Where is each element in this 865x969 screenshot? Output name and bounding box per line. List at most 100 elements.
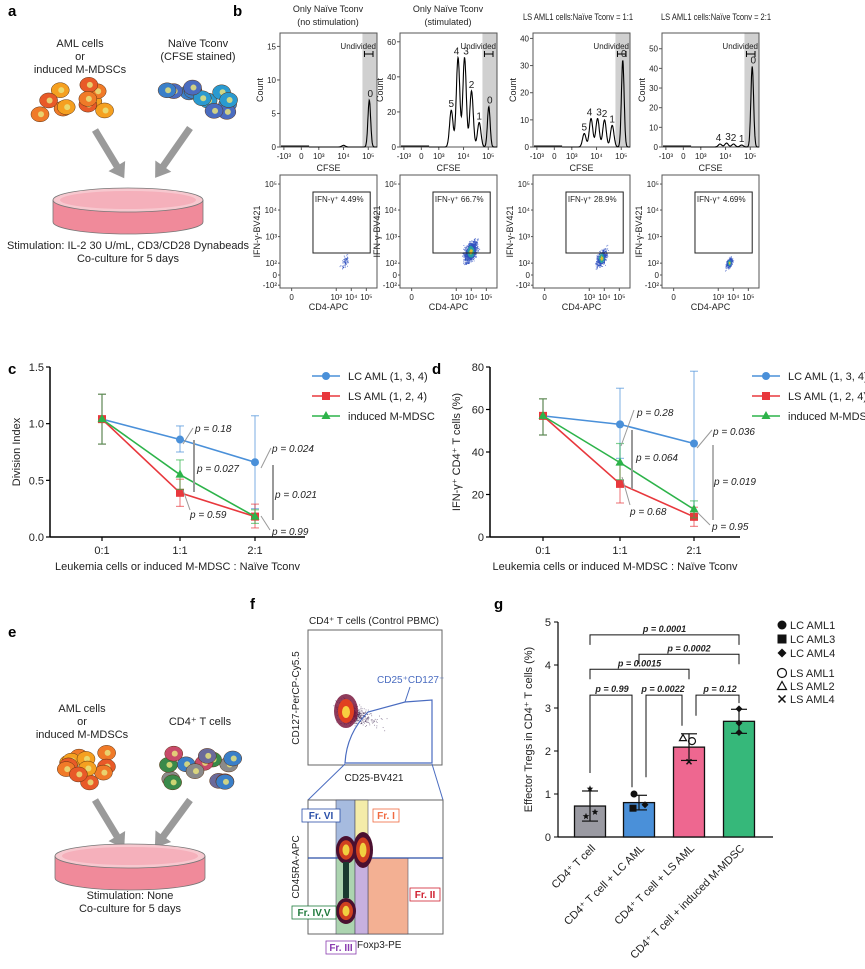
scatter-event bbox=[725, 264, 727, 266]
p-value-annotation: p = 0.28 bbox=[636, 408, 674, 419]
scatter-event bbox=[466, 254, 468, 255]
scatter-event bbox=[462, 253, 464, 254]
f-event bbox=[362, 724, 364, 726]
f-event bbox=[360, 722, 362, 724]
scatter-event bbox=[728, 262, 730, 264]
scatter-event bbox=[466, 256, 468, 258]
scatter-event bbox=[476, 242, 478, 244]
fraction-label: Fr. III bbox=[329, 943, 353, 954]
diamond-marker bbox=[735, 705, 743, 713]
significance-bracket bbox=[695, 694, 740, 716]
f-event bbox=[382, 727, 384, 728]
legend-label: LC AML (1, 3, 4) bbox=[788, 371, 865, 383]
scatter-ytick-label: 10⁵ bbox=[518, 180, 530, 189]
hist-ylabel: Count bbox=[637, 78, 647, 103]
comparison-line bbox=[260, 515, 271, 531]
scatter-event bbox=[730, 263, 732, 264]
scatter-event bbox=[599, 261, 600, 263]
scatter-ytick-label: 0 bbox=[526, 271, 531, 280]
scatter-event bbox=[474, 250, 476, 252]
scatter-event bbox=[463, 255, 465, 257]
hist-xtick-label: 0 bbox=[299, 152, 304, 161]
density-contour bbox=[342, 706, 350, 718]
scatter-event bbox=[604, 253, 606, 255]
scatter-event bbox=[475, 242, 477, 244]
circle-marker bbox=[777, 620, 787, 630]
hist-xtick-label: 10⁵ bbox=[744, 152, 756, 161]
scatter-event bbox=[475, 249, 476, 251]
scatter-event bbox=[471, 245, 473, 247]
scatter-event bbox=[469, 257, 471, 259]
y-tick-label: 60 bbox=[472, 405, 484, 417]
scatter-event bbox=[468, 254, 470, 256]
ifn-gamma-gate bbox=[312, 191, 371, 254]
scatter-xtick-label: 10⁴ bbox=[465, 293, 478, 302]
scatter-event bbox=[731, 258, 732, 259]
scatter-event bbox=[604, 258, 606, 260]
f-event bbox=[361, 714, 363, 715]
scatter-event bbox=[472, 256, 474, 258]
scatter-event bbox=[344, 261, 346, 263]
f-event bbox=[360, 713, 361, 714]
fraction-label-box bbox=[409, 887, 441, 902]
hist-ytick-label: 40 bbox=[520, 34, 529, 43]
triangle-marker bbox=[321, 411, 331, 419]
scatter-event bbox=[473, 242, 475, 244]
hist-ytick-label: 20 bbox=[387, 108, 396, 117]
scatter-event bbox=[476, 239, 478, 241]
scatter-event bbox=[600, 259, 602, 261]
f-event bbox=[359, 717, 361, 719]
f-title: CD4⁺ T cells (Control PBMC) bbox=[309, 616, 439, 627]
scatter-event bbox=[726, 261, 728, 263]
f-event bbox=[370, 713, 372, 715]
scatter-event bbox=[466, 258, 468, 260]
scatter-event bbox=[596, 264, 598, 265]
scatter-event bbox=[475, 248, 477, 249]
a-caption-line-1: Stimulation: IL-2 30 U/mL, CD3/CD28 Dyna… bbox=[7, 240, 250, 252]
scatter-event bbox=[472, 255, 474, 256]
scatter-event bbox=[478, 247, 480, 249]
scatter-event bbox=[477, 250, 479, 252]
x-axis-label: Leukemia cells or induced M-MDSC : Naïve… bbox=[493, 561, 738, 573]
scatter-event bbox=[733, 261, 734, 263]
scatter-event bbox=[728, 264, 730, 266]
scatter-event bbox=[604, 260, 606, 262]
panel-label-d: d bbox=[432, 361, 441, 378]
scatter-event bbox=[731, 261, 733, 263]
scatter-event bbox=[473, 247, 475, 249]
cell-nucleus bbox=[205, 752, 212, 759]
scatter-event bbox=[605, 255, 607, 257]
star-marker bbox=[582, 812, 590, 820]
panel-label-g: g bbox=[494, 596, 503, 613]
scatter-event bbox=[474, 240, 475, 242]
scatter-event bbox=[474, 246, 476, 247]
scatter-event bbox=[601, 253, 602, 255]
scatter-event bbox=[729, 258, 731, 259]
x-tick-label: 1:1 bbox=[172, 545, 187, 557]
scatter-xtick-label: 10⁵ bbox=[480, 293, 492, 302]
f-event bbox=[373, 720, 375, 722]
scatter-event bbox=[473, 245, 475, 246]
scatter-frame bbox=[279, 174, 378, 289]
comparison-line bbox=[260, 447, 272, 469]
scatter-event bbox=[476, 245, 478, 247]
significance-bracket bbox=[589, 668, 690, 680]
scatter-event bbox=[472, 250, 474, 252]
cell-nucleus bbox=[224, 108, 231, 115]
f-bottom-ylabel: CD45RA-APC bbox=[291, 835, 302, 898]
arrow-icon bbox=[159, 797, 193, 841]
cell-clusters bbox=[30, 77, 238, 235]
scatter-event bbox=[475, 245, 476, 247]
f-event bbox=[364, 716, 366, 718]
scatter-ytick-label: 10⁵ bbox=[265, 180, 277, 189]
scatter-event bbox=[727, 267, 729, 269]
undivided-band bbox=[744, 33, 759, 147]
cell-nucleus bbox=[165, 87, 172, 94]
scatter-event bbox=[466, 262, 468, 264]
scatter-event bbox=[605, 256, 607, 258]
f-event bbox=[359, 714, 361, 715]
e-caption-line-1: Stimulation: None bbox=[87, 890, 174, 902]
f-event bbox=[335, 700, 337, 702]
hist-ytick-label: 0 bbox=[392, 143, 397, 152]
